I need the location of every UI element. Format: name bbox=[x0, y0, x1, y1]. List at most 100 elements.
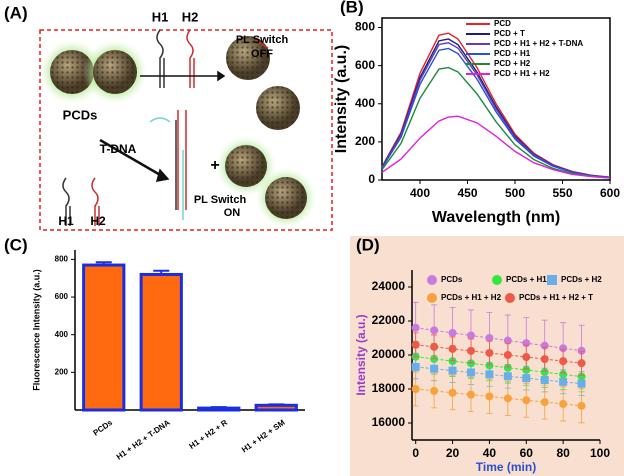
point bbox=[411, 340, 420, 349]
line-series bbox=[381, 47, 611, 179]
point bbox=[503, 351, 512, 359]
point bbox=[430, 326, 439, 335]
trend-line bbox=[415, 344, 582, 364]
point bbox=[448, 328, 457, 337]
y-tick-label: 16000 bbox=[372, 415, 406, 429]
y-tick-label: 400 bbox=[55, 330, 69, 339]
x-tick-label: 100 bbox=[590, 446, 610, 460]
legend-marker bbox=[505, 293, 515, 303]
legend-marker bbox=[427, 275, 437, 285]
line-series bbox=[381, 115, 611, 179]
x-tick-label: 500 bbox=[505, 186, 525, 200]
point bbox=[411, 362, 420, 371]
trend-line bbox=[415, 388, 582, 407]
x-tick-label: 60 bbox=[520, 446, 534, 460]
y-tick-label: 18000 bbox=[372, 381, 406, 395]
point bbox=[430, 386, 439, 395]
y-tick-label: 20000 bbox=[372, 347, 406, 361]
point bbox=[430, 342, 439, 351]
point bbox=[485, 348, 494, 357]
x-tick-label: 80 bbox=[556, 446, 570, 460]
point bbox=[430, 364, 439, 373]
error-bar bbox=[153, 269, 170, 275]
error-bar bbox=[268, 403, 285, 406]
plot-frame bbox=[381, 17, 611, 181]
x-tick-label: H1 + H2 + R bbox=[188, 418, 230, 451]
point bbox=[559, 377, 568, 386]
diagram-label: + bbox=[210, 157, 219, 174]
error-bar bbox=[95, 261, 112, 266]
point bbox=[559, 399, 568, 408]
diagram-label: PL Switch bbox=[194, 194, 247, 206]
legend-label: PCD + H2 bbox=[494, 59, 531, 68]
panel-label: (C) bbox=[4, 235, 28, 254]
panel-label: (D) bbox=[356, 235, 380, 254]
x-tick-label: 450 bbox=[457, 186, 477, 200]
point bbox=[448, 388, 457, 397]
point bbox=[540, 355, 549, 364]
point bbox=[577, 359, 586, 368]
legend-marker bbox=[547, 275, 557, 285]
legend-label: PCDs + H2 bbox=[561, 275, 602, 284]
x-tick-label: H1 + H2 + SM bbox=[240, 418, 287, 455]
diagram-frame bbox=[39, 29, 333, 231]
point bbox=[503, 394, 512, 403]
point bbox=[485, 392, 494, 401]
point bbox=[540, 341, 549, 350]
diagram-label: H1 bbox=[58, 214, 74, 228]
bar bbox=[254, 403, 298, 412]
point bbox=[448, 344, 457, 353]
trend-line bbox=[415, 366, 582, 385]
diagram-label: T-DNA bbox=[100, 142, 137, 156]
legend-label: PCDs + H1 + H2 + T bbox=[519, 293, 593, 302]
diagram-label: OFF bbox=[251, 48, 273, 60]
point bbox=[503, 372, 512, 381]
point bbox=[577, 379, 586, 388]
legend-label: PCD bbox=[494, 19, 511, 28]
diagram-label: PL Switch bbox=[236, 34, 289, 46]
trend-line bbox=[415, 356, 582, 378]
legend-label: PCDs + H1 + H2 bbox=[441, 293, 502, 302]
legend-label: PCDs bbox=[441, 275, 463, 284]
y-axis-title: Intensity (a.u.) bbox=[333, 45, 350, 153]
point bbox=[448, 366, 457, 375]
point bbox=[577, 346, 586, 355]
legend-label: PCD + T bbox=[494, 29, 525, 38]
diagram-label: ON bbox=[224, 207, 241, 219]
point bbox=[522, 396, 531, 405]
point bbox=[466, 368, 475, 377]
x-tick-label: 600 bbox=[600, 186, 620, 200]
point bbox=[540, 375, 549, 384]
legend-label: PCD + H1 + H2 + T-DNA bbox=[494, 39, 583, 48]
particles bbox=[40, 36, 316, 228]
legend-marker bbox=[492, 275, 502, 285]
panel-label: (A) bbox=[4, 3, 28, 22]
point bbox=[522, 374, 531, 383]
point bbox=[522, 353, 531, 362]
error-bar bbox=[210, 406, 227, 409]
x-axis-title: Time (min) bbox=[476, 460, 536, 474]
x-tick-label: H1 + H2 + T-DNA bbox=[115, 418, 172, 462]
legend-label: PCDs + H1 bbox=[506, 275, 547, 284]
line-series bbox=[381, 66, 611, 179]
legend-marker bbox=[427, 293, 437, 303]
hairpins bbox=[62, 29, 269, 226]
diagram-label: H1 bbox=[152, 9, 169, 24]
legend-label: PCD + H1 + H2 bbox=[494, 69, 550, 78]
y-tick-label: 600 bbox=[55, 292, 69, 301]
x-tick-label: 550 bbox=[552, 186, 572, 200]
y-tick-label: 800 bbox=[355, 20, 375, 34]
point bbox=[411, 385, 420, 393]
panel-label: (B) bbox=[340, 0, 364, 16]
x-tick-label: 40 bbox=[483, 446, 497, 460]
bar bbox=[82, 263, 126, 412]
bar bbox=[197, 406, 241, 412]
bar bbox=[139, 272, 183, 412]
point bbox=[559, 344, 568, 353]
x-tick-label: 20 bbox=[446, 446, 460, 460]
point bbox=[577, 401, 586, 410]
y-axis-title: Intensity (a.u.) bbox=[354, 314, 368, 395]
point bbox=[503, 336, 512, 345]
